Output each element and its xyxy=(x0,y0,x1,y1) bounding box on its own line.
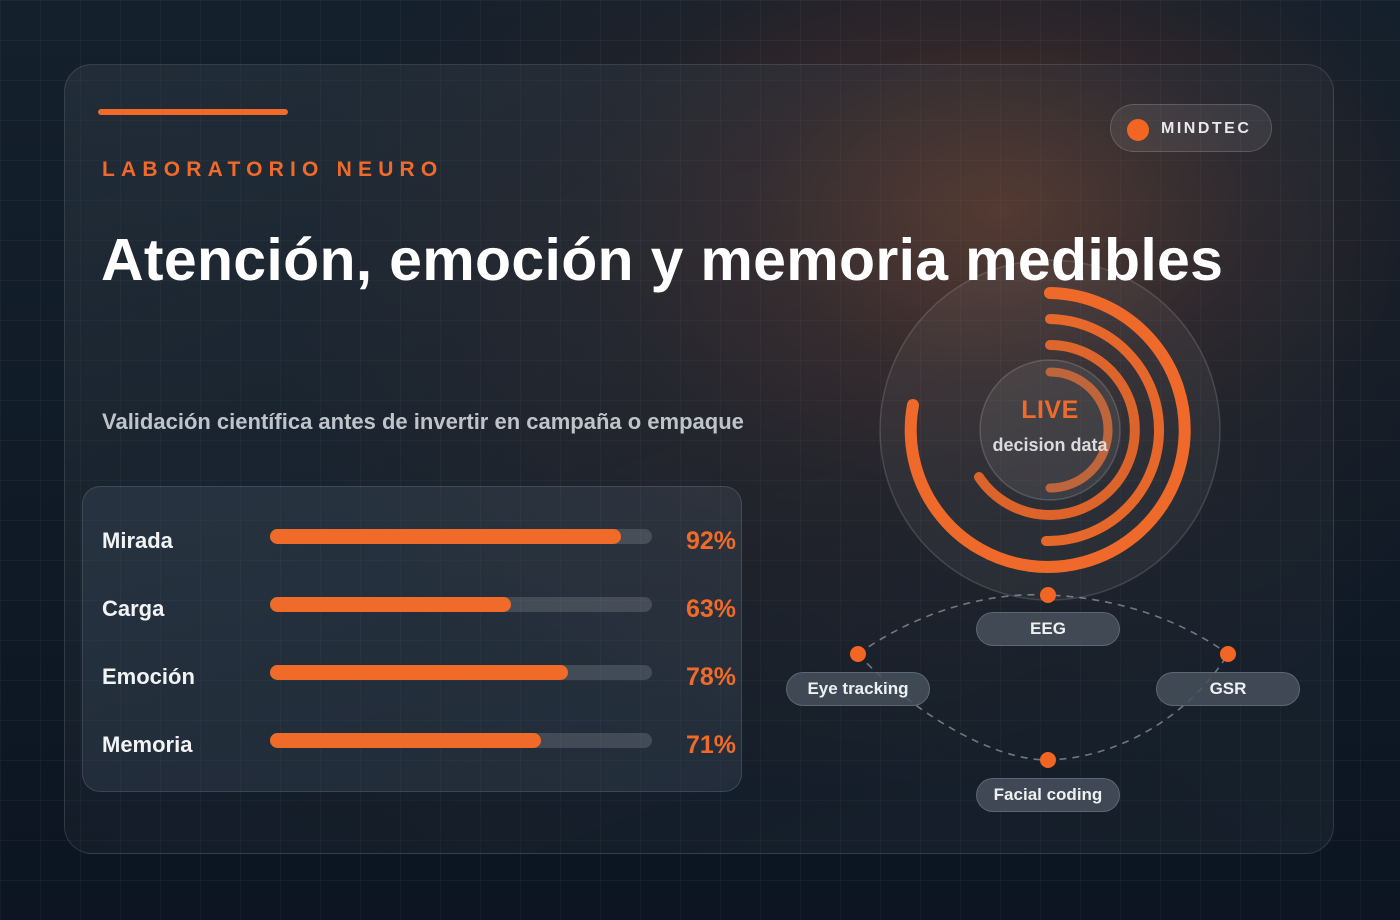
signal-eeg: EEG xyxy=(976,612,1120,646)
node-gsr xyxy=(1220,646,1236,662)
ring-2 xyxy=(1041,314,1164,547)
ring-inner xyxy=(1045,367,1113,493)
main-card xyxy=(64,64,1334,854)
signal-facial-coding: Facial coding xyxy=(976,778,1120,812)
metric-value: 71% xyxy=(685,731,736,759)
metric-bar-fill xyxy=(270,597,511,612)
metric-value: 92% xyxy=(685,527,736,555)
node-eye-tracking xyxy=(850,646,866,662)
metric-label: Mirada xyxy=(102,528,173,553)
metric-value: 78% xyxy=(685,663,736,691)
metric-label: Emoción xyxy=(102,664,195,689)
metric-label: Carga xyxy=(102,596,165,621)
metric-bar-track xyxy=(270,665,652,680)
live-label: LIVE xyxy=(1021,396,1079,424)
signal-eye-tracking: Eye tracking xyxy=(786,672,930,706)
brand-badge: MINDTEC xyxy=(1110,104,1272,152)
brand-dot-icon xyxy=(1127,119,1149,141)
page-title: Atención, emoción y memoria medibles xyxy=(101,227,1224,293)
metric-bar-track xyxy=(270,597,652,612)
metric-bar-fill xyxy=(270,665,568,680)
metric-value: 63% xyxy=(685,595,736,623)
node-eeg xyxy=(1040,587,1056,603)
ring-3 xyxy=(974,340,1140,520)
signal-gsr: GSR xyxy=(1156,672,1300,706)
page-subtitle: Validación científica antes de invertir … xyxy=(102,409,744,434)
node-facial-coding xyxy=(1040,752,1056,768)
brand-name: MINDTEC xyxy=(1161,120,1252,137)
metric-bar-fill xyxy=(270,733,542,748)
metric-bar-fill xyxy=(270,529,622,544)
live-sublabel: decision data xyxy=(992,435,1108,455)
eyebrow-label: LABORATORIO NEURO xyxy=(102,158,444,181)
accent-line xyxy=(98,109,288,115)
ring-outer xyxy=(904,287,1191,573)
metric-bar-track xyxy=(270,733,652,748)
metric-bar-track xyxy=(270,529,652,544)
metric-label: Memoria xyxy=(102,732,193,757)
